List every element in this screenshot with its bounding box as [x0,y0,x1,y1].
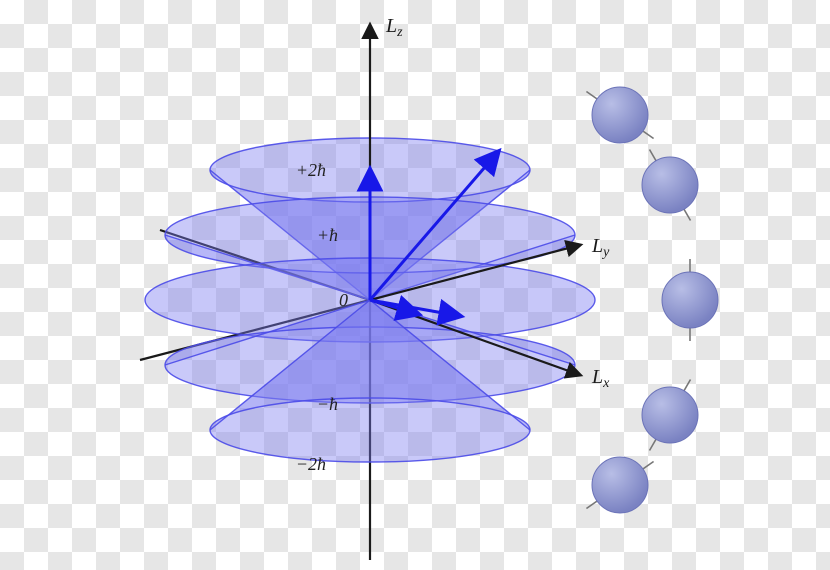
spin-sphere-4 [586,457,653,513]
spin-sphere-1 [642,149,698,220]
diagram-svg: Lz Ly Lx +2ħ +ħ 0 −ħ −2ħ [0,0,830,570]
axis-label: Ly [591,235,610,260]
spin-sphere-3 [642,379,698,450]
lz-tick-label: −ħ [317,394,338,414]
lz-tick-label: 0 [339,290,348,310]
lz-tick-label: +ħ [317,225,338,245]
sphere-body [592,87,648,143]
lz-tick-label: +2ħ [296,160,326,180]
lz-tick-label: −2ħ [296,454,326,474]
axis-label: Lx [591,366,610,391]
sphere-body [662,272,718,328]
sphere-body [592,457,648,513]
axis-label: Lz [385,15,403,40]
sphere-body [642,387,698,443]
sphere-body [642,157,698,213]
spin-sphere-2 [662,259,718,341]
spin-sphere-0 [586,87,653,143]
spin-spheres [586,87,718,513]
